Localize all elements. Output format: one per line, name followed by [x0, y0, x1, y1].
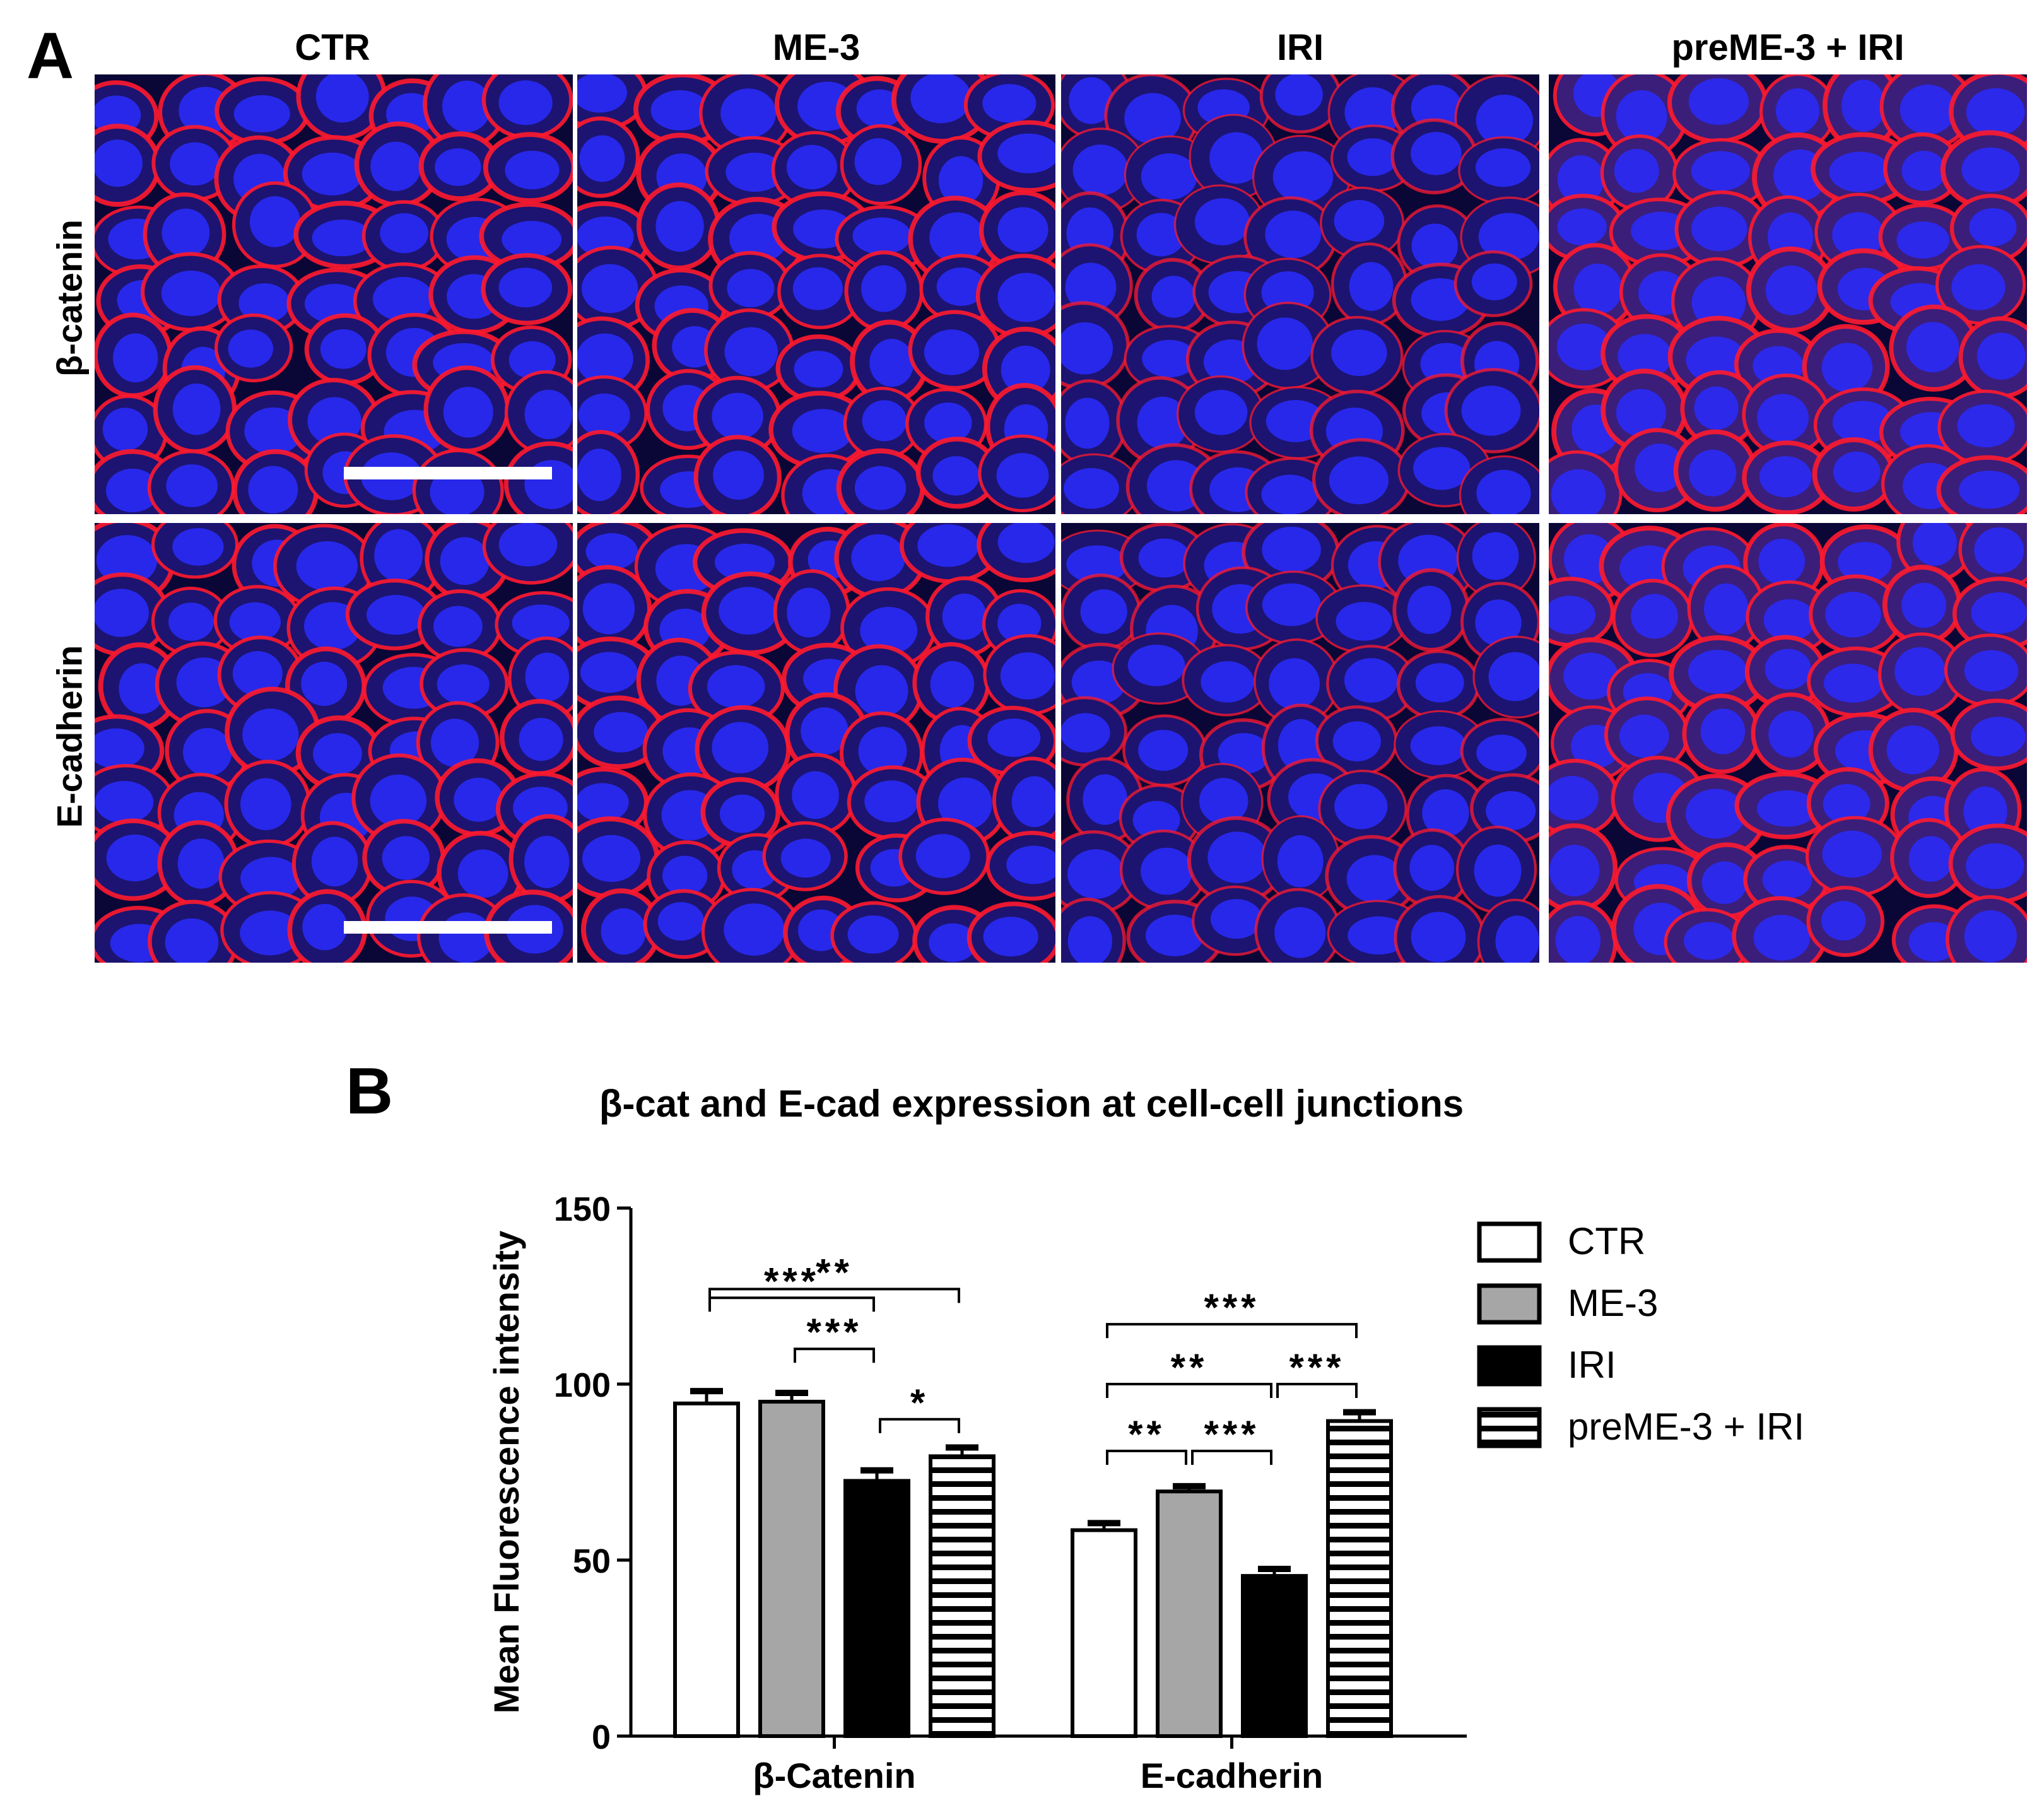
- significance-bracket: [1106, 1383, 1272, 1398]
- significance-label: **: [1171, 1346, 1208, 1388]
- scale-bar-top: [344, 467, 552, 479]
- legend-swatch-iri: [1477, 1345, 1542, 1387]
- row-title-beta-catenin: β-catenin: [49, 220, 90, 377]
- chart-title: β-cat and E-cad expression at cell-cell …: [599, 1083, 1464, 1125]
- micrograph-e-cadherin-iri: [1061, 523, 1539, 963]
- scale-bar-bottom: [344, 921, 552, 934]
- significance-bracket: [1276, 1383, 1358, 1398]
- y-tick-label: 0: [592, 1718, 611, 1756]
- x-category-label: E-cadherin: [1141, 1756, 1323, 1795]
- panel-b-chart: B β-cat and E-cad expression at cell-cel…: [346, 1055, 1804, 1795]
- micrograph-beta-catenin-me3: [577, 74, 1055, 514]
- significance-label: **: [816, 1251, 853, 1293]
- bar-iri-1: [1241, 1574, 1308, 1738]
- column-title-iri: IRI: [1276, 27, 1324, 68]
- significance-bracket: [1106, 1323, 1358, 1339]
- y-tick-label: 50: [573, 1542, 611, 1580]
- bar-me-3-1: [1156, 1489, 1223, 1738]
- y-axis-label: Mean Fluorescence intensity: [486, 1231, 526, 1714]
- micrograph-e-cadherin-preme3-iri: [1549, 523, 2027, 963]
- significance-bracket: [1191, 1450, 1272, 1465]
- significance-bracket: [708, 1296, 875, 1312]
- legend-label-iri: IRI: [1568, 1344, 1616, 1386]
- significance-label: ***: [1204, 1413, 1259, 1455]
- significance-label: *: [910, 1382, 929, 1424]
- row-title-e-cadherin: E-cadherin: [49, 645, 90, 828]
- bar-preme-3-iri-0: [929, 1454, 996, 1738]
- legend-swatch-me-3: [1477, 1283, 1542, 1325]
- significance-bracket: [794, 1347, 875, 1363]
- significance-label: ***: [764, 1260, 819, 1302]
- y-tick-label: 100: [554, 1366, 611, 1404]
- legend-label-preme-3-iri: preME-3 + IRI: [1568, 1406, 1804, 1448]
- legend-label-me-3: ME-3: [1568, 1282, 1658, 1324]
- legend-swatch-ctr: [1477, 1221, 1542, 1263]
- bar-preme-3-iri-1: [1326, 1419, 1393, 1739]
- panel-a-letter: A: [26, 20, 74, 93]
- column-title-ctr: CTR: [295, 27, 370, 68]
- column-title-preme3-iri: preME-3 + IRI: [1671, 27, 1905, 68]
- significance-bracket: [1106, 1450, 1187, 1465]
- y-tick-label: 150: [554, 1190, 611, 1228]
- bar-iri-0: [843, 1479, 910, 1738]
- column-title-me3: ME-3: [772, 27, 860, 68]
- micrograph-e-cadherin-ctr: [95, 523, 573, 963]
- chart-plot-area: 0 50 100 150 Mean Fluorescence intensity β-Ca…: [486, 1190, 1804, 1795]
- bar-me-3-0: [758, 1399, 825, 1738]
- significance-label: **: [1128, 1413, 1165, 1455]
- bar-ctr-1: [1071, 1528, 1137, 1738]
- legend-swatch-preme-3-iri: [1477, 1407, 1542, 1448]
- micrograph-beta-catenin-preme3-iri: [1549, 74, 2027, 514]
- significance-bracket: [879, 1418, 960, 1433]
- significance-label: ***: [1204, 1286, 1259, 1329]
- micrograph-e-cadherin-me3: [577, 523, 1055, 963]
- x-category-label: β-Catenin: [753, 1756, 915, 1795]
- legend-label-ctr: CTR: [1568, 1220, 1645, 1262]
- panel-b-letter: B: [346, 1055, 393, 1128]
- significance-label: ***: [806, 1311, 862, 1353]
- micrograph-beta-catenin-ctr: [95, 74, 573, 514]
- bar-ctr-0: [673, 1401, 740, 1738]
- significance-bracket: [708, 1288, 960, 1303]
- micrograph-beta-catenin-iri: [1061, 74, 1539, 514]
- significance-label: ***: [1289, 1346, 1344, 1388]
